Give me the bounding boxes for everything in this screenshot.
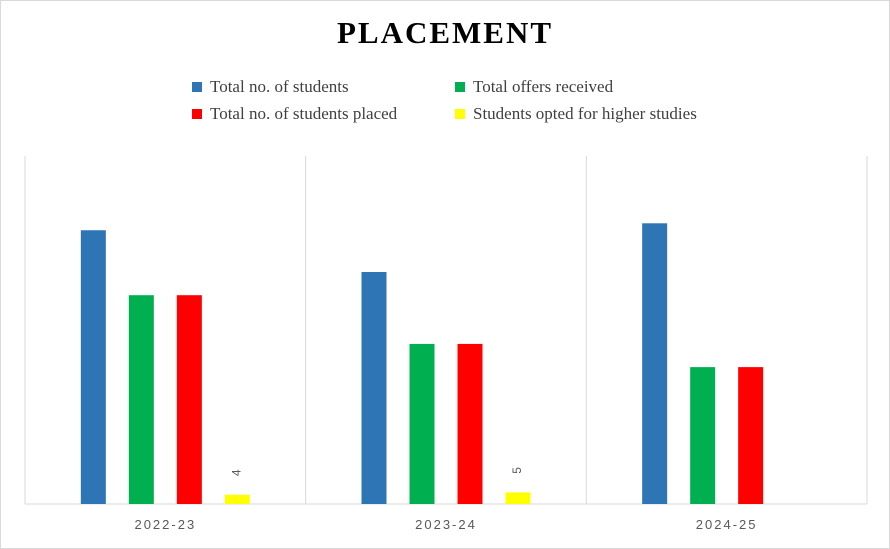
legend-label-higher-studies: Students opted for higher studies bbox=[473, 104, 697, 123]
legend-swatch-total-students bbox=[192, 82, 202, 92]
chart-title: PLACEMENT bbox=[336, 15, 554, 50]
legend-swatch-higher-studies bbox=[455, 109, 465, 119]
legend-label-students-placed: Total no. of students placed bbox=[210, 104, 398, 123]
bar bbox=[690, 367, 716, 504]
bar bbox=[409, 343, 435, 504]
legend-label-offers-received: Total offers received bbox=[473, 77, 614, 96]
x-tick-label: 2024-25 bbox=[696, 517, 758, 532]
x-tick-label: 2022-23 bbox=[134, 517, 196, 532]
legend-swatch-students-placed bbox=[192, 109, 202, 119]
bar bbox=[361, 272, 387, 504]
bar bbox=[176, 295, 202, 504]
legend-label-total-students: Total no. of students bbox=[210, 77, 349, 96]
bar bbox=[80, 230, 106, 505]
bar bbox=[128, 295, 154, 504]
bar bbox=[642, 223, 668, 504]
legend-swatch-offers-received bbox=[455, 82, 465, 92]
bar bbox=[224, 494, 250, 504]
data-label: 5 bbox=[510, 467, 524, 474]
bar bbox=[457, 343, 483, 504]
x-tick-label: 2023-24 bbox=[415, 517, 477, 532]
bar bbox=[738, 367, 764, 504]
bar bbox=[505, 492, 531, 504]
data-label: 4 bbox=[230, 469, 244, 476]
